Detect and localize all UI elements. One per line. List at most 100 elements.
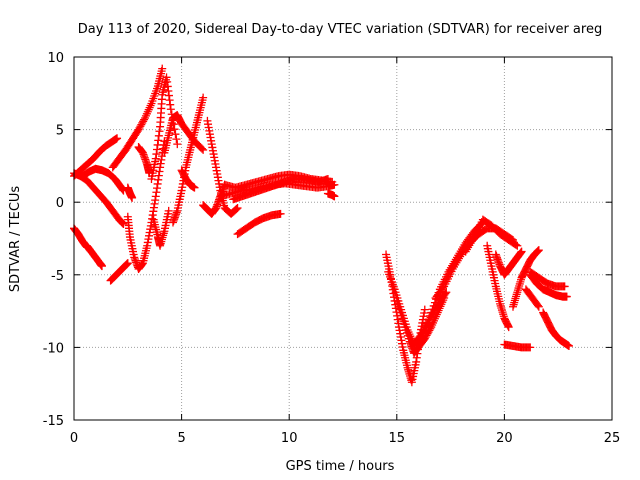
data-point <box>136 122 145 131</box>
data-series <box>70 169 128 228</box>
data-point <box>140 115 149 124</box>
data-point <box>164 206 173 215</box>
data-point <box>199 93 208 102</box>
x-axis-label: GPS time / hours <box>286 459 395 474</box>
data-point <box>423 318 432 327</box>
y-tick-label: -10 <box>43 341 64 356</box>
data-point <box>504 323 513 332</box>
data-point <box>564 341 573 350</box>
data-series <box>177 166 199 192</box>
data-point <box>560 282 569 291</box>
data-point <box>425 326 434 335</box>
y-tick-label: 5 <box>56 124 64 139</box>
data-point <box>171 130 180 139</box>
data-series <box>123 183 137 202</box>
x-tick-label: 10 <box>281 431 298 446</box>
data-point <box>134 125 143 134</box>
data-point <box>330 192 339 201</box>
data-point <box>418 331 427 340</box>
data-point <box>512 240 521 249</box>
y-tick-label: 0 <box>56 196 64 211</box>
data-point <box>123 259 132 268</box>
data-point <box>128 193 137 202</box>
data-point <box>513 241 522 250</box>
data-point <box>276 209 285 218</box>
data-series <box>123 137 169 273</box>
data-point <box>330 180 339 189</box>
data-point <box>170 125 179 134</box>
x-tick-label: 0 <box>70 431 78 446</box>
data-point <box>158 64 167 73</box>
data-point <box>172 135 181 144</box>
data-point <box>562 292 571 301</box>
data-series <box>539 308 573 350</box>
data-point <box>517 247 526 256</box>
data-series <box>500 340 535 352</box>
x-tick-label: 5 <box>177 431 185 446</box>
data-point <box>419 328 428 337</box>
data-point <box>199 145 208 154</box>
data-point <box>438 284 447 293</box>
data-point <box>138 118 147 127</box>
y-tick-label: 10 <box>47 51 64 66</box>
data-series <box>521 285 543 311</box>
data-series <box>491 247 526 279</box>
data-point <box>190 183 199 192</box>
data-series <box>229 174 332 204</box>
data-point <box>119 219 128 228</box>
data-point <box>323 174 332 183</box>
data-series <box>134 143 154 178</box>
data-point <box>424 315 433 324</box>
data-series <box>203 116 242 218</box>
axis-ticks: 0 5 10 15 20 25 -15 -10 -5 0 5 10 <box>43 51 621 446</box>
data-series <box>106 259 132 285</box>
x-tick-label: 20 <box>496 431 513 446</box>
data-point <box>420 305 429 314</box>
data-series <box>483 241 513 332</box>
data-point <box>97 262 106 271</box>
y-tick-label: -15 <box>43 414 64 429</box>
data-series <box>160 111 208 157</box>
y-tick-label: -5 <box>51 269 64 284</box>
data-series <box>108 64 167 172</box>
data-point <box>233 204 242 213</box>
data-point <box>421 325 430 334</box>
data-point <box>534 302 543 311</box>
chart-title: Day 113 of 2020, Sidereal Day-to-day VTE… <box>78 22 602 37</box>
data-series <box>461 215 522 256</box>
data-point <box>422 321 431 330</box>
data-series <box>233 209 285 239</box>
data-point <box>440 294 449 303</box>
data-series <box>509 246 543 311</box>
data-series <box>323 189 339 201</box>
data-point <box>139 117 148 126</box>
data-series <box>82 241 106 271</box>
data-point <box>135 123 144 132</box>
data-point <box>533 301 542 310</box>
plot-border <box>73 56 613 421</box>
data-point <box>427 308 436 317</box>
data-point <box>428 305 437 314</box>
data-point <box>173 140 182 149</box>
data-series <box>147 73 182 183</box>
data-point <box>232 204 241 213</box>
data-point <box>442 288 451 297</box>
data-series <box>78 164 128 195</box>
x-tick-label: 25 <box>604 431 621 446</box>
data-series <box>526 267 569 291</box>
data-point <box>526 343 535 352</box>
data-points <box>70 64 573 387</box>
data-point <box>231 205 240 214</box>
data-point <box>429 301 438 310</box>
data-point <box>137 120 146 129</box>
data-point <box>534 246 543 255</box>
data-point <box>113 134 122 143</box>
data-series <box>149 206 173 250</box>
data-point <box>197 144 206 153</box>
data-point <box>426 311 435 320</box>
x-tick-label: 15 <box>389 431 406 446</box>
data-point <box>166 105 175 114</box>
data-point <box>423 329 432 338</box>
